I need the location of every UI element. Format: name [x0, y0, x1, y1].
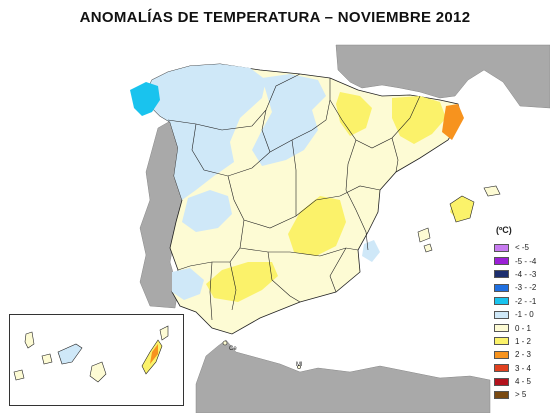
melilla-marker	[297, 365, 301, 369]
canary-islands-inset	[13, 325, 169, 383]
legend-label: < -5	[515, 243, 530, 253]
legend-swatch	[494, 297, 509, 306]
ceuta-marker	[222, 340, 228, 346]
island-ibiza	[417, 227, 431, 243]
legend-item: -5 - -4	[494, 254, 546, 267]
legend-swatch	[494, 350, 509, 359]
anomaly-zone-aragon	[336, 92, 372, 136]
legend-label: 1 - 2	[515, 336, 532, 346]
legend-item: 0 - 1	[494, 321, 546, 334]
anomaly-zone-northwest	[144, 64, 266, 200]
legend-label: 4 - 5	[515, 377, 532, 387]
anomaly-zone-catalonia	[392, 96, 446, 144]
legend-swatch	[494, 324, 509, 333]
anomaly-zone-andalusia	[206, 262, 278, 302]
legend-item: < -5	[494, 241, 546, 254]
legend-item: -1 - 0	[494, 308, 546, 321]
legend-label: 3 - 4	[515, 363, 532, 373]
legend-label: -5 - -4	[515, 256, 537, 266]
legend-item: 4 - 5	[494, 375, 546, 388]
anomaly-zone-east	[362, 240, 380, 262]
africa-landmass	[195, 339, 491, 413]
region-boundaries	[167, 73, 421, 321]
anomaly-zone-southwest	[172, 268, 204, 300]
france-landmass	[335, 44, 550, 109]
legend: (ºC) < -5 -5 - -4 -4 - -3 -3 - -2 -2 - -1 -1 …	[494, 225, 546, 402]
legend-label: -2 - -1	[515, 296, 537, 306]
island-mallorca	[449, 195, 475, 223]
legend-swatch	[494, 377, 509, 386]
anomaly-zone-center-west	[182, 190, 232, 232]
anomaly-zone-girona	[442, 104, 464, 140]
legend-swatch	[494, 337, 509, 346]
map-title: ANOMALÍAS DE TEMPERATURA – NOVIEMBRE 201…	[79, 9, 471, 26]
legend-label: > 5	[515, 390, 527, 400]
island-menorca	[483, 185, 501, 197]
legend-swatch	[494, 283, 509, 292]
legend-swatch	[494, 364, 509, 373]
legend-swatch	[494, 390, 509, 399]
legend-item: -4 - -3	[494, 268, 546, 281]
legend-swatch	[494, 257, 509, 266]
legend-item: > 5	[494, 388, 546, 401]
legend-label: 2 - 3	[515, 350, 532, 360]
legend-label: -3 - -2	[515, 283, 537, 293]
island-fuerteventura-orange	[150, 344, 158, 364]
legend-rows: < -5 -5 - -4 -4 - -3 -3 - -2 -2 - -1 -1 - 0 0 …	[494, 241, 546, 402]
legend-label: -1 - 0	[515, 310, 534, 320]
legend-item: 2 - 3	[494, 348, 546, 361]
island-gran-canaria	[89, 361, 107, 383]
island-la-gomera	[41, 353, 53, 365]
legend-item: 1 - 2	[494, 335, 546, 348]
island-el-hierro	[13, 369, 25, 381]
legend-swatch	[494, 243, 509, 252]
legend-item: -2 - -1	[494, 295, 546, 308]
island-la-palma	[24, 331, 35, 349]
island-formentera	[423, 243, 433, 253]
island-lanzarote	[159, 325, 169, 341]
island-tenerife	[57, 343, 83, 365]
legend-label: -4 - -3	[515, 269, 537, 279]
legend-label: 0 - 1	[515, 323, 532, 333]
legend-title: (ºC)	[496, 225, 512, 235]
ceuta-label: Ce	[229, 346, 237, 352]
legend-item: 3 - 4	[494, 362, 546, 375]
anomaly-zone-galicia	[130, 82, 160, 116]
legend-item: -3 - -2	[494, 281, 546, 294]
legend-swatch	[494, 310, 509, 319]
melilla-label: Ml	[296, 362, 302, 368]
anomaly-zone-north	[252, 74, 326, 166]
legend-swatch	[494, 270, 509, 279]
